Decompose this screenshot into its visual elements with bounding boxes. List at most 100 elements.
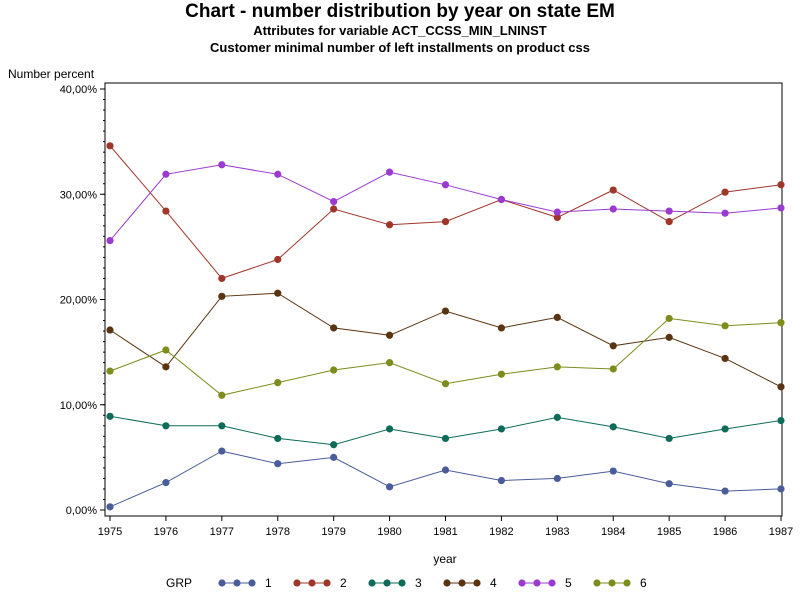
- data-point-series-5: [106, 236, 114, 245]
- data-point-series-6: [609, 365, 617, 373]
- data-point-series-2: [665, 218, 673, 226]
- legend-swatch-marker-4: [443, 579, 451, 587]
- y-tick-label: 30,00%: [60, 189, 98, 201]
- data-point-series-2: [721, 188, 729, 196]
- data-point-series-6: [274, 379, 282, 387]
- data-point-series-5: [330, 198, 338, 206]
- data-point-series-4: [553, 313, 561, 321]
- data-point-series-1: [218, 447, 226, 455]
- legend-label-3: 3: [415, 576, 422, 590]
- x-tick-label: 1985: [657, 526, 681, 538]
- data-point-series-6: [777, 319, 785, 327]
- data-point-series-6: [385, 359, 394, 367]
- x-tick-label: 1980: [377, 526, 401, 538]
- data-point-series-1: [162, 479, 170, 487]
- data-point-series-5: [609, 205, 617, 213]
- data-point-series-3: [330, 441, 338, 449]
- data-point-series-1: [721, 487, 729, 495]
- data-point-series-6: [218, 391, 226, 399]
- data-point-series-3: [609, 423, 617, 431]
- data-point-series-5: [721, 209, 729, 217]
- series-line-1: [109, 450, 782, 508]
- legend-label-4: 4: [490, 576, 497, 590]
- data-point-series-4: [777, 383, 785, 391]
- data-point-series-1: [274, 460, 282, 468]
- data-point-series-1: [553, 474, 561, 483]
- data-point-series-4: [274, 289, 282, 297]
- data-point-series-6: [721, 322, 729, 330]
- data-point-series-2: [441, 218, 450, 226]
- data-point-series-2: [274, 255, 282, 264]
- data-point-series-5: [497, 195, 506, 204]
- data-point-series-5: [777, 204, 785, 212]
- legend-swatch-marker-4: [473, 579, 481, 587]
- x-tick-label: 1981: [433, 526, 457, 538]
- data-point-series-4: [106, 326, 114, 334]
- data-point-series-6: [330, 366, 338, 374]
- data-point-series-5: [218, 161, 226, 169]
- series-line-2: [109, 145, 782, 279]
- legend-swatch-marker-5: [548, 579, 556, 587]
- x-tick-label: 1975: [98, 526, 122, 538]
- x-tick-label: 1978: [266, 526, 290, 538]
- legend-title: GRP: [166, 576, 192, 590]
- legend-label-5: 5: [565, 576, 572, 590]
- series-line-5: [109, 164, 782, 241]
- x-tick-label: 1977: [210, 526, 234, 538]
- data-point-series-3: [106, 412, 114, 420]
- y-tick-label: 20,00%: [60, 295, 98, 307]
- series-line-4: [109, 292, 782, 388]
- data-point-series-3: [721, 425, 729, 433]
- data-point-series-3: [553, 413, 561, 421]
- data-point-series-5: [385, 168, 394, 176]
- data-point-series-5: [274, 170, 282, 178]
- legend-label-1: 1: [265, 576, 272, 590]
- data-point-series-2: [218, 274, 226, 283]
- data-point-series-1: [106, 503, 114, 511]
- data-point-series-5: [441, 181, 450, 189]
- plot-frame: [104, 82, 783, 517]
- data-point-series-5: [553, 208, 561, 216]
- legend-swatch-marker-2: [293, 579, 301, 587]
- data-point-series-6: [106, 367, 114, 375]
- data-point-series-2: [385, 221, 394, 229]
- data-point-series-3: [274, 434, 282, 443]
- data-point-series-2: [553, 213, 561, 222]
- data-point-series-2: [330, 205, 338, 213]
- legend-label-2: 2: [340, 576, 347, 590]
- data-point-series-1: [777, 485, 785, 493]
- chart-subtitle-2: Customer minimal number of left installm…: [210, 40, 590, 55]
- data-point-series-4: [162, 363, 170, 371]
- data-point-series-1: [609, 467, 617, 475]
- y-tick-label: 0,00%: [66, 505, 97, 517]
- data-point-series-6: [162, 346, 170, 354]
- x-axis-label: year: [433, 552, 456, 566]
- x-tick-label: 1983: [545, 526, 569, 538]
- data-point-series-2: [106, 142, 114, 150]
- x-tick-label: 1982: [489, 526, 513, 538]
- data-point-series-4: [330, 324, 338, 332]
- chart-subtitle-1: Attributes for variable ACT_CCSS_MIN_LNI…: [253, 23, 547, 38]
- data-point-series-1: [441, 466, 450, 474]
- legend-label-6: 6: [640, 576, 647, 590]
- data-point-series-3: [385, 425, 394, 433]
- chart-title: Chart - number distribution by year on s…: [185, 1, 615, 22]
- legend-swatch-marker-2: [308, 579, 316, 587]
- data-point-series-3: [162, 422, 170, 430]
- data-point-series-4: [385, 331, 394, 339]
- data-point-series-6: [497, 370, 506, 378]
- data-point-series-5: [665, 207, 673, 215]
- x-tick-label: 1986: [713, 526, 737, 538]
- x-tick-label: 1984: [601, 526, 625, 538]
- data-point-series-4: [497, 324, 506, 332]
- y-tick-label: 10,00%: [60, 400, 98, 412]
- y-axis-label: Number percent: [8, 67, 95, 81]
- data-point-series-1: [330, 453, 338, 461]
- data-point-series-5: [162, 170, 170, 178]
- x-tick-label: 1976: [154, 526, 178, 538]
- data-point-series-2: [162, 207, 170, 215]
- legend-swatch-marker-1: [233, 579, 241, 587]
- legend-swatch-marker-1: [218, 579, 226, 587]
- y-tick-label: 40,00%: [60, 84, 98, 96]
